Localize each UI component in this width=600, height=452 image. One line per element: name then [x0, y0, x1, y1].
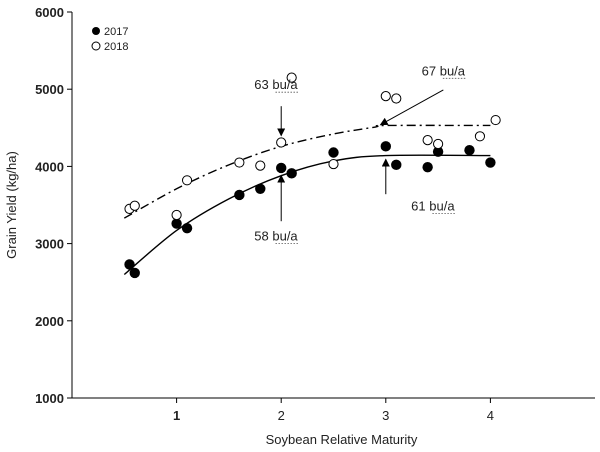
- data-point-2018: [490, 114, 501, 126]
- data-point-2017: [255, 183, 266, 194]
- legend-label-2018: 2018: [104, 41, 128, 53]
- fit-line-2018: [123, 124, 491, 219]
- data-point-2018: [422, 135, 433, 146]
- data-point-2017: [464, 144, 475, 156]
- data-point-2018: [380, 91, 391, 102]
- data-point-2018: [181, 175, 193, 186]
- annotation-label: 58 bu/a: [254, 229, 298, 244]
- data-point-2018: [286, 72, 297, 83]
- data-point-2017: [129, 267, 140, 279]
- annotation-label: 63 bu/a: [254, 77, 298, 92]
- annotation-label: 67 bu/a: [422, 63, 466, 78]
- x-axis-title: Soybean Relative Maturity: [266, 432, 418, 447]
- y-axis: 1000 2000 3000 4000 5000 6000: [35, 5, 72, 406]
- legend-marker-2017: [92, 27, 100, 35]
- x-tick-label: 1: [173, 408, 180, 423]
- y-axis-title: Grain Yield (kg/ha): [4, 151, 19, 259]
- legend: 2017 2018: [91, 26, 128, 53]
- y-tick-label: 5000: [35, 82, 64, 97]
- y-tick-label: 3000: [35, 237, 64, 252]
- x-tick-label: 2: [278, 408, 285, 423]
- data-point-2018: [234, 157, 245, 168]
- annotation-arrow: [379, 89, 444, 126]
- legend-marker-2018: [91, 41, 101, 51]
- annotation: 58 bu/a: [254, 174, 299, 244]
- data-points: [124, 72, 501, 279]
- data-point-2018: [391, 93, 402, 104]
- data-point-2018: [474, 131, 486, 142]
- data-point-2017: [328, 147, 339, 158]
- annotation: 63 bu/a: [254, 77, 299, 137]
- data-point-2018: [433, 138, 444, 150]
- data-point-2018: [328, 158, 339, 170]
- data-point-2017: [380, 141, 391, 152]
- annotation: 67 bu/a: [379, 63, 466, 126]
- data-point-2018: [255, 160, 266, 171]
- y-tick-label: 1000: [35, 391, 64, 406]
- data-point-2017: [286, 168, 297, 179]
- data-point-2017: [276, 162, 287, 174]
- annotation: 61 bu/a: [381, 158, 456, 214]
- data-point-2018: [129, 200, 140, 211]
- plot-frame: [71, 12, 595, 399]
- data-point-2018: [276, 137, 287, 148]
- x-tick-label: 4: [487, 408, 494, 423]
- data-point-2017: [432, 146, 444, 157]
- y-tick-label: 2000: [35, 314, 64, 329]
- data-point-2017: [391, 159, 402, 171]
- annotation-label: 61 bu/a: [411, 198, 455, 213]
- data-point-2017: [485, 157, 496, 168]
- y-tick-label: 4000: [35, 159, 64, 174]
- data-point-2017: [181, 222, 193, 234]
- y-tick-label: 6000: [35, 5, 64, 20]
- data-point-2017: [124, 259, 135, 270]
- data-point-2017: [234, 189, 245, 201]
- data-point-2018: [171, 209, 182, 221]
- x-tick-label: 3: [382, 408, 389, 423]
- annotations: 63 bu/a 67 bu/a 58 bu/a 61 bu/a: [254, 63, 466, 244]
- data-point-2017: [422, 161, 433, 173]
- x-axis: 1 2 3 4: [173, 398, 494, 423]
- data-point-2017: [171, 218, 182, 229]
- legend-label-2017: 2017: [104, 26, 128, 38]
